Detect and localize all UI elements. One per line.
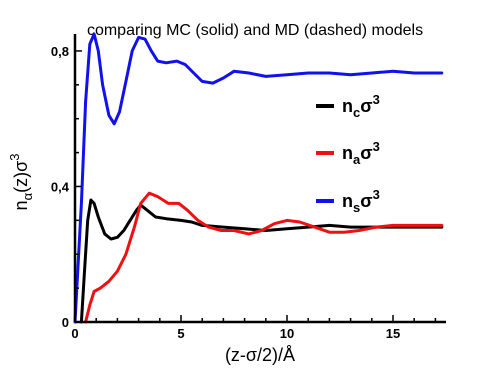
y-tick-label: 0,4 <box>51 179 70 194</box>
chart-title: comparing MC (solid) and MD (dashed) mod… <box>87 22 423 39</box>
x-tick-label: 10 <box>280 326 294 341</box>
axes: 0 5 10 15 0 0,4 0,8 <box>51 34 446 341</box>
legend: ncσ3 naσ3 nsσ3 <box>316 92 380 215</box>
legend-label-1: naσ3 <box>342 139 380 167</box>
y-tick-label: 0,8 <box>51 44 69 59</box>
x-tick-label: 15 <box>386 326 400 341</box>
x-tick-label: 0 <box>71 326 78 341</box>
series-line-1 <box>84 191 444 324</box>
y-tick-label: 0 <box>62 315 69 330</box>
legend-label-0: ncσ3 <box>342 92 380 120</box>
x-tick-label: 5 <box>177 326 184 341</box>
series-group <box>73 32 444 324</box>
x-axis-label: (z-σ/2)/Å <box>225 345 295 365</box>
y-axis-label: nα(z)σ3 <box>7 154 35 211</box>
legend-label-2: nsσ3 <box>342 187 380 215</box>
series-line-0 <box>79 198 444 324</box>
series-line-2 <box>73 32 444 324</box>
